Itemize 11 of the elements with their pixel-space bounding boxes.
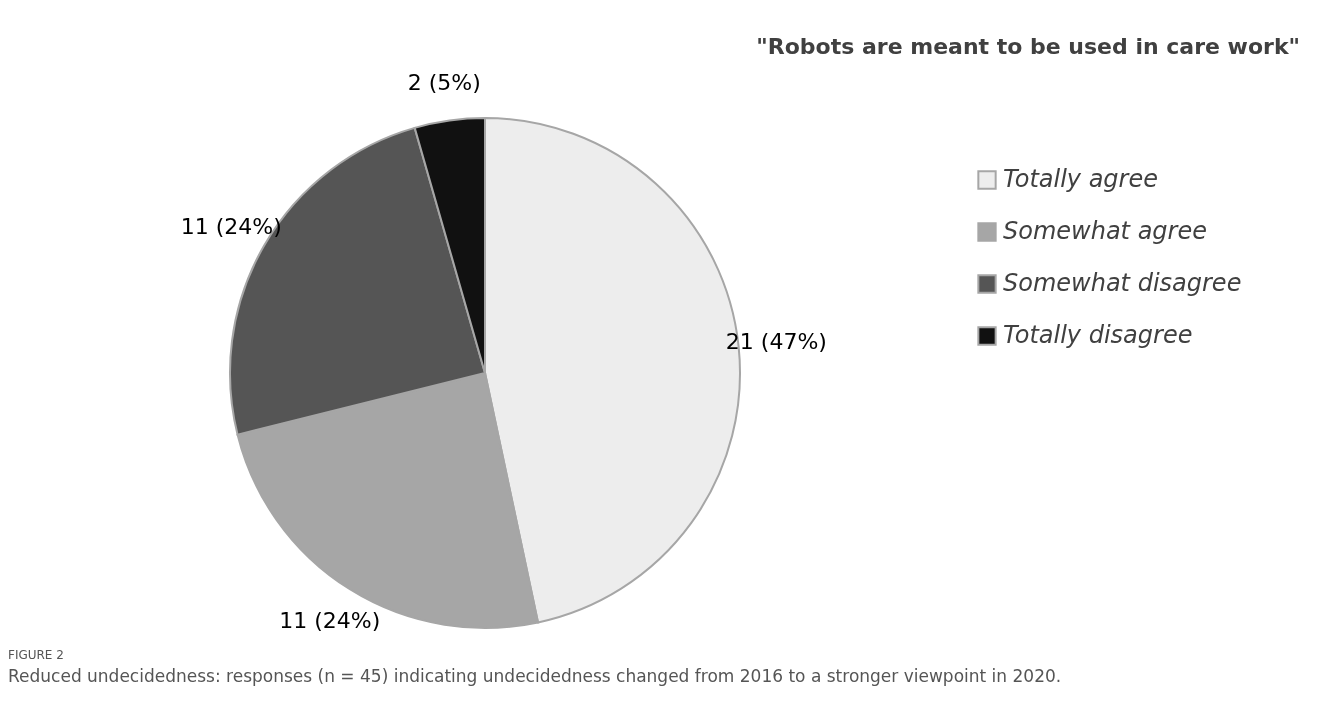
- legend-label: Totally agree: [1003, 165, 1159, 193]
- caption: FIGURE 2: [8, 648, 64, 662]
- data-label: 21 (47%): [725, 329, 827, 355]
- data-label: 11 (24%): [180, 213, 282, 239]
- data-label: 2 (5%): [407, 69, 481, 95]
- text: Reduced undecidedness: responses (n = 45) indicating undecidedness changed from 2016 to a stronger viewpoint in 2020.: [8, 666, 1062, 686]
- legend-label: Somewhat disagree: [1003, 269, 1242, 297]
- chart-title: "Robots are meant to be used in care work": [756, 34, 1300, 59]
- legend-label: Totally disagree: [1003, 321, 1193, 349]
- data-label: 11 (24%): [279, 608, 381, 634]
- legend-label: Somewhat agree: [1003, 217, 1207, 245]
